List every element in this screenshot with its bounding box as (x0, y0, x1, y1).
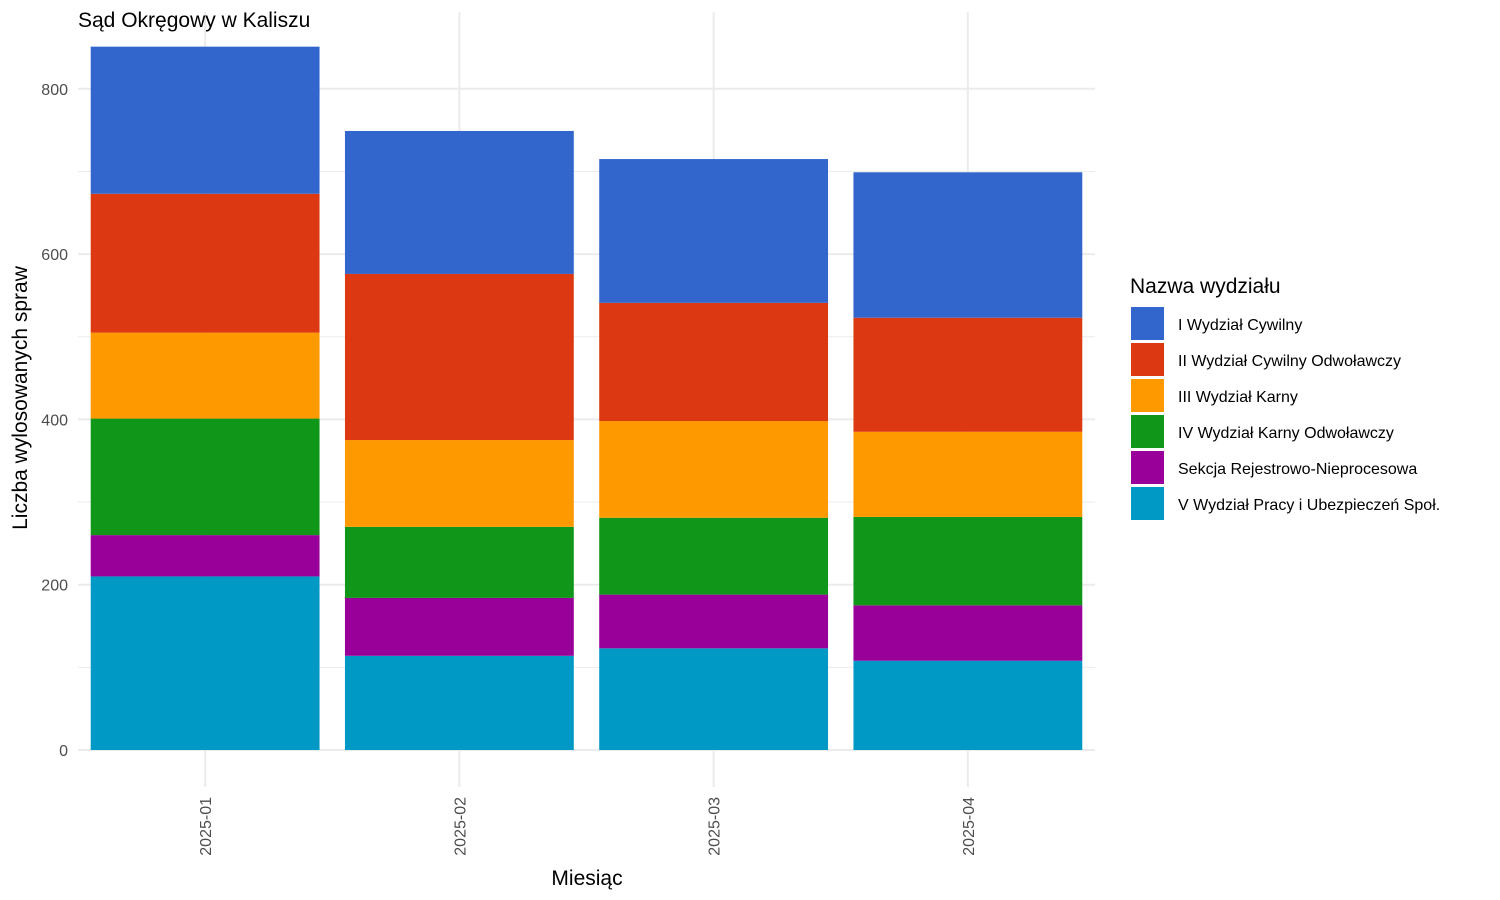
y-tick-label: 200 (41, 578, 68, 595)
bar-segment-2025-02-iv-wydzia-karny-odwo-awczy (344, 526, 574, 598)
legend-label: IV Wydział Karny Odwoławczy (1178, 425, 1394, 442)
bar-segment-2025-04-i-wydzia-cywilny (853, 172, 1083, 318)
x-tick-label: 2025-01 (198, 797, 215, 856)
bars (90, 46, 1083, 750)
legend-title: Nazwa wydziału (1130, 275, 1281, 298)
legend-swatch (1131, 451, 1164, 484)
legend-label: III Wydział Karny (1178, 389, 1298, 406)
bar-segment-2025-03-iv-wydzia-karny-odwo-awczy (599, 517, 829, 595)
y-axis-ticks: 0 200 400 600 800 (41, 82, 68, 760)
legend-label: II Wydział Cywilny Odwoławczy (1178, 353, 1401, 370)
legend-swatch (1131, 487, 1164, 520)
bar-segment-2025-01-iv-wydzia-karny-odwo-awczy (90, 418, 320, 536)
bar-segment-2025-01-i-wydzia-cywilny (90, 46, 320, 194)
bar-segment-2025-01-ii-wydzia-cywilny-odwo-awczy (90, 193, 320, 333)
bar-segment-2025-01-sekcja-rejestrowo-nieprocesowa (90, 535, 320, 577)
x-tick-label: 2025-03 (707, 797, 724, 856)
legend-label: I Wydział Cywilny (1178, 317, 1302, 334)
bar-segment-2025-03-v-wydzia-pracy-i-ubezpiecze-spo (599, 648, 829, 750)
bar-segment-2025-02-v-wydzia-pracy-i-ubezpiecze-spo (344, 655, 574, 750)
y-tick-label: 400 (41, 412, 68, 429)
bar-segment-2025-04-sekcja-rejestrowo-nieprocesowa (853, 605, 1083, 661)
y-tick-label: 800 (41, 82, 68, 99)
y-axis-title: Liczba wylosowanych spraw (9, 265, 32, 530)
bar-segment-2025-04-iii-wydzia-karny (853, 431, 1083, 517)
legend-label: V Wydział Pracy i Ubezpieczeń Społ. (1178, 497, 1440, 514)
y-tick-label: 600 (41, 247, 68, 264)
x-tick-label: 2025-02 (452, 797, 469, 856)
legend: Nazwa wydziału I Wydział Cywilny II Wydzi… (1130, 275, 1440, 520)
bar-segment-2025-03-iii-wydzia-karny (599, 421, 829, 518)
x-axis-title: Miesiąc (551, 867, 622, 890)
bar-segment-2025-01-iii-wydzia-karny (90, 332, 320, 419)
bar-segment-2025-03-i-wydzia-cywilny (599, 159, 829, 303)
bar-segment-2025-04-ii-wydzia-cywilny-odwo-awczy (853, 317, 1083, 432)
legend-swatch (1131, 379, 1164, 412)
bar-segment-2025-02-i-wydzia-cywilny (344, 130, 574, 274)
legend-swatch (1131, 307, 1164, 340)
bar-segment-2025-03-sekcja-rejestrowo-nieprocesowa (599, 594, 829, 649)
chart-title: Sąd Okręgowy w Kaliszu (78, 9, 310, 32)
legend-swatch (1131, 415, 1164, 448)
bar-segment-2025-03-ii-wydzia-cywilny-odwo-awczy (599, 302, 829, 422)
x-tick-label: 2025-04 (961, 797, 978, 856)
bar-segment-2025-01-v-wydzia-pracy-i-ubezpiecze-spo (90, 576, 320, 750)
y-tick-label: 0 (59, 743, 68, 760)
legend-swatch (1131, 343, 1164, 376)
legend-label: Sekcja Rejestrowo-Nieprocesowa (1178, 461, 1417, 478)
bar-segment-2025-04-v-wydzia-pracy-i-ubezpiecze-spo (853, 660, 1083, 750)
bar-segment-2025-02-ii-wydzia-cywilny-odwo-awczy (344, 273, 574, 441)
bar-segment-2025-02-sekcja-rejestrowo-nieprocesowa (344, 597, 574, 656)
x-axis-ticks: 2025-01 2025-02 2025-03 2025-04 (198, 797, 978, 856)
bar-segment-2025-04-iv-wydzia-karny-odwo-awczy (853, 516, 1083, 606)
bar-segment-2025-02-iii-wydzia-karny (344, 440, 574, 527)
